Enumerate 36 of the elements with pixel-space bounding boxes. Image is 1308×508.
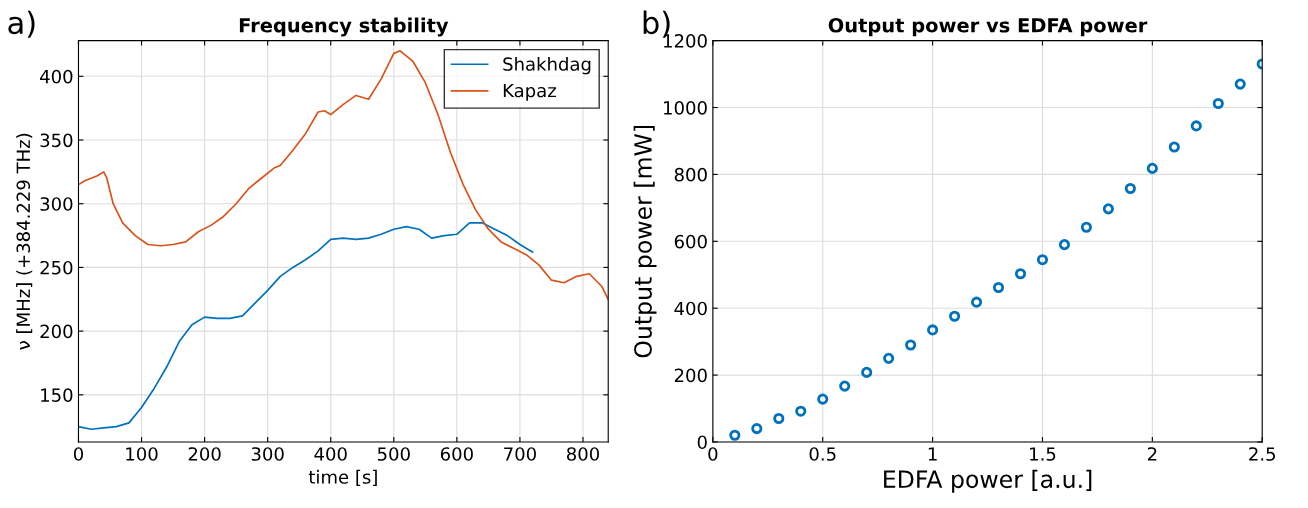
y-tick-label: 400	[40, 69, 73, 84]
x-tick-label: 2	[1147, 447, 1157, 461]
x-tick-label: 300	[251, 447, 284, 461]
y-tick-label: 0	[697, 435, 707, 450]
x-tick-label: 500	[377, 447, 410, 461]
y-tick-label: 200	[40, 324, 73, 339]
y-tick-label: 350	[40, 133, 73, 148]
x-tick-label: 1.5	[1030, 447, 1056, 461]
x-tick-label: 1	[928, 447, 937, 461]
y-tick-label: 250	[40, 260, 73, 275]
y-axis-title: Output power [mW]	[633, 125, 657, 358]
x-tick-label: 0	[73, 447, 84, 461]
legend-label: Kapaz	[503, 83, 556, 101]
x-tick-label: 200	[188, 447, 221, 461]
x-tick-label: 0.5	[809, 447, 836, 461]
y-tick-label: 200	[674, 368, 707, 383]
y-tick-label: 400	[674, 301, 707, 316]
x-tick-label: 0	[708, 447, 718, 461]
x-tick-label: 100	[126, 447, 158, 461]
x-tick-label: 800	[566, 447, 600, 461]
chart-title: Output power vs EDFA power	[828, 17, 1148, 37]
y-tick-label: 300	[40, 197, 73, 211]
legend-label: Shakhdag	[503, 56, 591, 75]
y-axis-title: ν [MHz] (+384.229 THz)	[16, 133, 33, 350]
x-tick-label: 700	[504, 447, 536, 461]
y-tick-label: 600	[674, 234, 707, 249]
text: a)	[8, 10, 35, 38]
x-tick-label: 2.5	[1249, 447, 1275, 461]
x-tick-label: 400	[314, 447, 347, 461]
x-axis-title: time [s]	[308, 469, 377, 486]
y-tick-label: 150	[41, 388, 73, 402]
y-tick-label: 1000	[664, 100, 707, 115]
x-tick-label: 600	[440, 447, 473, 461]
chart-title: Frequency stability	[239, 17, 449, 37]
x-axis-title: EDFA power [a.u.]	[884, 469, 1092, 493]
y-tick-label: 800	[674, 167, 707, 182]
